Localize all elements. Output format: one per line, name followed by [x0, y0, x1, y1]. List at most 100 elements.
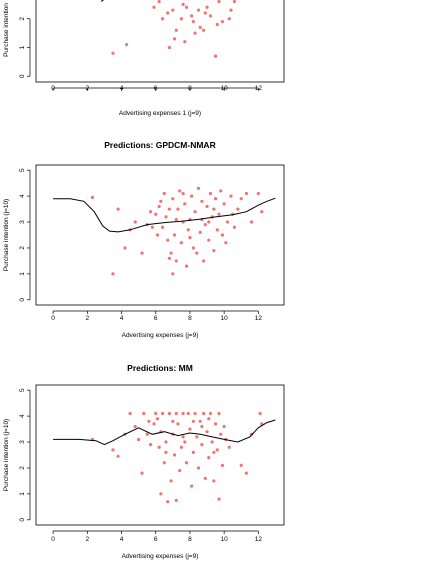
scatter-point — [229, 195, 232, 198]
scatter-point — [221, 233, 224, 236]
x-tick-label: 4 — [120, 85, 124, 92]
scatter-point — [193, 32, 196, 35]
scatter-point — [214, 55, 217, 58]
scatter-point — [158, 446, 161, 449]
chart-title: Predictions: GPDCM-NMAR — [104, 140, 215, 150]
scatter-point — [140, 252, 143, 255]
scatter-point — [134, 220, 137, 223]
scatter-point — [202, 259, 205, 262]
scatter-point — [193, 412, 196, 415]
scatter-point — [173, 233, 176, 236]
scatter-point — [158, 205, 161, 208]
scatter-point — [212, 479, 215, 482]
data-layer — [53, 412, 275, 503]
scatter-point — [207, 456, 210, 459]
scatter-point — [175, 218, 178, 221]
scatter-point — [233, 0, 236, 3]
scatter-point — [245, 472, 248, 475]
scatter-point — [221, 464, 224, 467]
y-tick-label: 3 — [19, 440, 26, 444]
x-tick-label: 10 — [221, 536, 229, 543]
scatter-point — [233, 226, 236, 229]
scatter-point — [176, 422, 179, 425]
scatter-point — [219, 189, 222, 192]
scatter-point — [190, 195, 193, 198]
scatter-point — [217, 412, 220, 415]
x-tick-label: 4 — [120, 536, 124, 543]
scatter-point — [236, 207, 239, 210]
scatter-point — [205, 430, 208, 433]
scatter-point — [197, 187, 200, 190]
scatter-point — [199, 231, 202, 234]
scatter-point — [164, 215, 167, 218]
scatter-point — [190, 14, 193, 17]
scatter-point — [159, 200, 162, 203]
scatter-point — [207, 239, 210, 242]
x-tick-label: 8 — [188, 536, 192, 543]
scatter-point — [250, 220, 253, 223]
scatter-point — [142, 412, 145, 415]
scatter-point — [185, 461, 188, 464]
scatter-point — [146, 433, 149, 436]
y-tick-label: 2 — [19, 466, 26, 470]
scatter-point — [183, 40, 186, 43]
x-tick-label: 0 — [51, 85, 55, 92]
x-tick-label: 2 — [85, 536, 89, 543]
scatter-point — [188, 427, 191, 430]
prediction-curve — [101, 0, 164, 2]
scatter-point — [195, 435, 198, 438]
scatter-point — [205, 6, 208, 9]
scatter-point — [158, 0, 161, 3]
scatter-point — [175, 259, 178, 262]
x-tick-label: 4 — [120, 315, 124, 322]
scatter-point — [217, 213, 220, 216]
scatter-point — [193, 210, 196, 213]
scatter-point — [204, 477, 207, 480]
scatter-point — [224, 241, 227, 244]
scatter-point — [91, 196, 94, 199]
scatter-point — [219, 433, 222, 436]
scatter-point — [228, 446, 231, 449]
scatter-point — [212, 207, 215, 210]
scatter-point — [211, 440, 214, 443]
scatter-point — [163, 461, 166, 464]
scatter-point — [149, 210, 152, 213]
scatter-point — [223, 425, 226, 428]
scatter-point — [168, 207, 171, 210]
scatter-point — [258, 412, 261, 415]
scatter-point — [173, 453, 176, 456]
scatter-point — [183, 202, 186, 205]
scatter-point — [175, 412, 178, 415]
y-axis-label: Purchase intention (j=10) — [3, 199, 10, 271]
y-axis-label: Purchase intention (j=10) — [3, 419, 10, 491]
scatter-point — [116, 207, 119, 210]
scatter-point — [180, 241, 183, 244]
y-tick-label: 1 — [19, 45, 26, 49]
y-tick-label: 2 — [19, 17, 26, 21]
scatter-point — [166, 500, 169, 503]
scatter-point — [175, 29, 178, 32]
scatter-point — [149, 443, 152, 446]
scatter-point — [171, 420, 174, 423]
scatter-point — [154, 213, 157, 216]
scatter-point — [151, 226, 154, 229]
y-tick-label: 1 — [19, 492, 26, 496]
prediction-curve — [53, 198, 275, 232]
scatter-point — [111, 52, 114, 55]
scatter-point — [123, 246, 126, 249]
x-axis-label: Advertising expenses (j=9) — [122, 553, 199, 560]
data-layer — [53, 187, 275, 276]
scatter-point — [171, 197, 174, 200]
scatter-point — [192, 420, 195, 423]
x-tick-label: 12 — [255, 315, 263, 322]
y-tick-label: 4 — [19, 414, 26, 418]
scatter-point — [134, 425, 137, 428]
scatter-point — [204, 223, 207, 226]
scatter-point — [199, 26, 202, 29]
scatter-point — [111, 272, 114, 275]
prediction-curve — [53, 420, 275, 445]
data-layer — [101, 0, 251, 58]
x-axis-label: Advertising expenses 1 (j=9) — [119, 110, 201, 117]
